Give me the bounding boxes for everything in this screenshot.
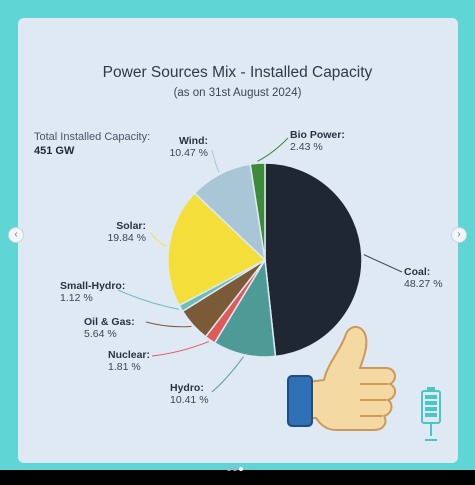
chart-title: Power Sources Mix - Installed Capacity (102, 64, 373, 81)
label-solar-value: 19.84 % (107, 232, 146, 244)
label-nuclear-name: Nuclear: (108, 349, 151, 361)
battery-icon (421, 387, 441, 441)
carousel-dot-active[interactable] (239, 467, 243, 471)
leader-line (211, 149, 220, 173)
label-oil-gas-name: Oil & Gas: (84, 316, 135, 328)
pie-slice-solar (167, 192, 267, 307)
label-small-hydro: Small-Hydro: 1.12 % (60, 280, 125, 304)
carousel-dots (226, 458, 244, 476)
label-small-hydro-value: 1.12 % (60, 292, 93, 304)
label-wind-name: Wind: (178, 135, 208, 147)
label-solar: Solar: 19.84 % (70, 220, 146, 244)
label-oil-gas-value: 5.64 % (84, 328, 117, 340)
label-coal-name: Coal: (404, 266, 431, 278)
total-capacity-label: Total Installed Capacity: (34, 131, 151, 143)
leader-line (117, 289, 180, 310)
label-hydro-value: 10.41 % (170, 394, 209, 406)
next-slide-button[interactable]: › (451, 227, 467, 243)
pie-slice-coal (264, 162, 363, 358)
carousel-dot[interactable] (233, 467, 237, 471)
label-solar-name: Solar: (116, 220, 146, 232)
label-hydro-name: Hydro: (170, 382, 204, 394)
label-hydro: Hydro: 10.41 % (170, 382, 209, 406)
label-bio-power-name: Bio Power: (290, 129, 345, 141)
leader-line (363, 254, 403, 273)
carousel-dot[interactable] (227, 467, 231, 471)
label-coal: Coal: 48.27 % (404, 266, 443, 290)
label-wind: Wind: 10.47 % (150, 135, 208, 159)
label-bio-power: Bio Power: 2.43 % (290, 129, 345, 153)
total-capacity-value: 451 GW (34, 145, 75, 157)
label-small-hydro-name: Small-Hydro: (60, 280, 126, 292)
label-nuclear: Nuclear: 1.81 % (108, 349, 150, 373)
chart-subtitle: (as on 31st August 2024) (173, 87, 302, 99)
label-bio-power-value: 2.43 % (290, 141, 323, 153)
label-oil-gas: Oil & Gas: 5.64 % (84, 316, 135, 340)
leader-line (145, 321, 192, 328)
leader-line (149, 231, 168, 247)
prev-slide-button[interactable]: ‹ (8, 227, 24, 243)
label-wind-value: 10.47 % (169, 147, 208, 159)
label-nuclear-value: 1.81 % (108, 361, 141, 373)
pie-slice-bio-power (249, 162, 266, 261)
leader-line (211, 356, 244, 393)
leader-line (257, 137, 289, 162)
label-coal-value: 48.27 % (404, 278, 443, 290)
thumbs-up-icon (287, 326, 396, 431)
leader-line (151, 341, 210, 357)
